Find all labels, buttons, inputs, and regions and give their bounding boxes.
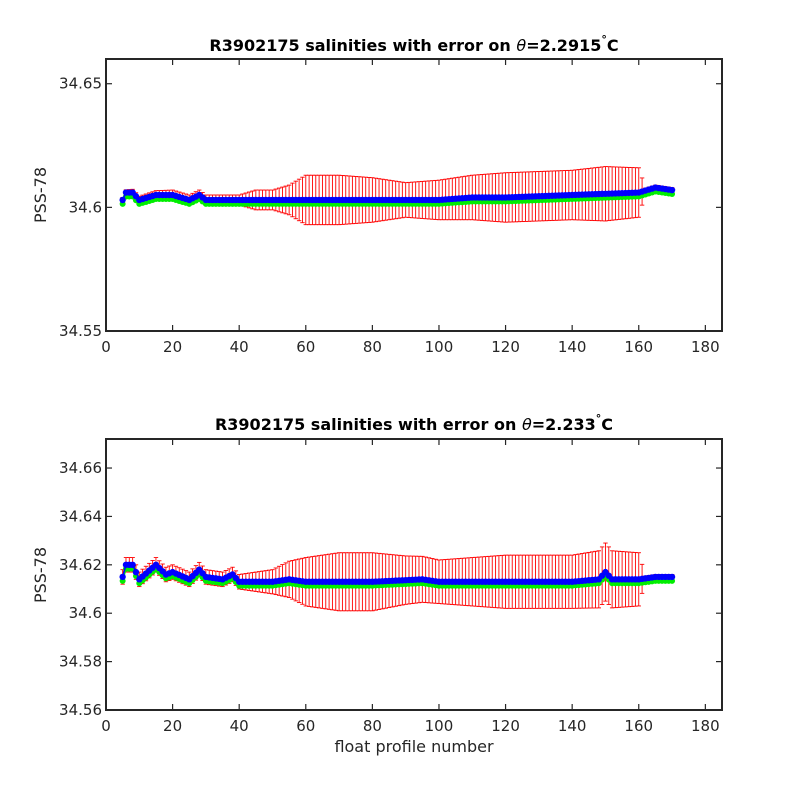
x-tick-label: 100 [425,717,454,735]
y-tick-label: 34.56 [59,701,102,719]
chart-panel-bottom: R3902175 salinities with error on θ=2.23… [31,412,723,756]
x-tick-label: 160 [624,338,653,356]
x-tick-label: 60 [296,338,315,356]
chart-title-theta: θ [522,415,532,434]
y-tick-label: 34.58 [59,653,102,671]
x-tick-label: 140 [558,717,587,735]
chart-title-degree: ° [601,33,607,46]
x-tick-label: 80 [363,338,382,356]
y-tick-label: 34.62 [59,556,102,574]
y-axis-label-top: PSS-78 [31,167,50,223]
y-tick-label: 34.64 [59,507,102,525]
salinity-series [119,561,676,585]
chart-title-unit: C [601,415,613,434]
salinity-point [119,196,126,204]
chart-title-theta: θ [516,36,526,55]
x-tick-label: 60 [296,717,315,735]
x-tick-label: 120 [491,338,520,356]
x-tick-label: 160 [624,717,653,735]
chart-title-bottom: R3902175 salinities with error on θ=2.23… [215,412,613,434]
salinity-point [132,568,140,576]
salinity-point [129,561,136,569]
x-tick-label: 80 [363,717,382,735]
x-tick-label: 180 [691,338,720,356]
chart-title-prefix: R3902175 salinities with error on [215,415,522,434]
y-axis-label-bottom: PSS-78 [31,547,50,603]
x-tick-label: 40 [230,717,249,735]
x-tick-label: 20 [163,717,182,735]
y-tick-label: 34.6 [69,604,102,622]
y-tick-label: 34.66 [59,459,102,477]
axes-box [105,438,723,711]
axes-box [105,58,723,332]
x-tick-label: 0 [101,338,111,356]
y-tick-label: 34.65 [59,75,102,93]
x-tick-label: 20 [163,338,182,356]
x-tick-label: 180 [691,717,720,735]
x-tick-label: 120 [491,717,520,735]
chart-title-degree: ° [596,412,602,425]
chart-title-value: =2.233 [532,415,596,434]
x-tick-label: 100 [425,338,454,356]
x-axis-label-bottom: float profile number [334,737,494,756]
y-tick-label: 34.55 [59,322,102,340]
chart-title-unit: C [607,36,619,55]
x-tick-label: 0 [101,717,111,735]
x-tick-label: 140 [558,338,587,356]
chart-title-value: =2.2915 [526,36,601,55]
salinity-series [119,184,676,204]
chart-title-prefix: R3902175 salinities with error on [209,36,516,55]
salinity-point [668,573,676,581]
x-tick-label: 40 [230,338,249,356]
chart-panel-top: R3902175 salinities with error on θ=2.29… [31,33,723,356]
salinity-point [119,573,126,581]
salinity-point [668,186,676,194]
y-tick-label: 34.6 [69,198,102,216]
chart-title-top: R3902175 salinities with error on θ=2.29… [209,33,618,55]
